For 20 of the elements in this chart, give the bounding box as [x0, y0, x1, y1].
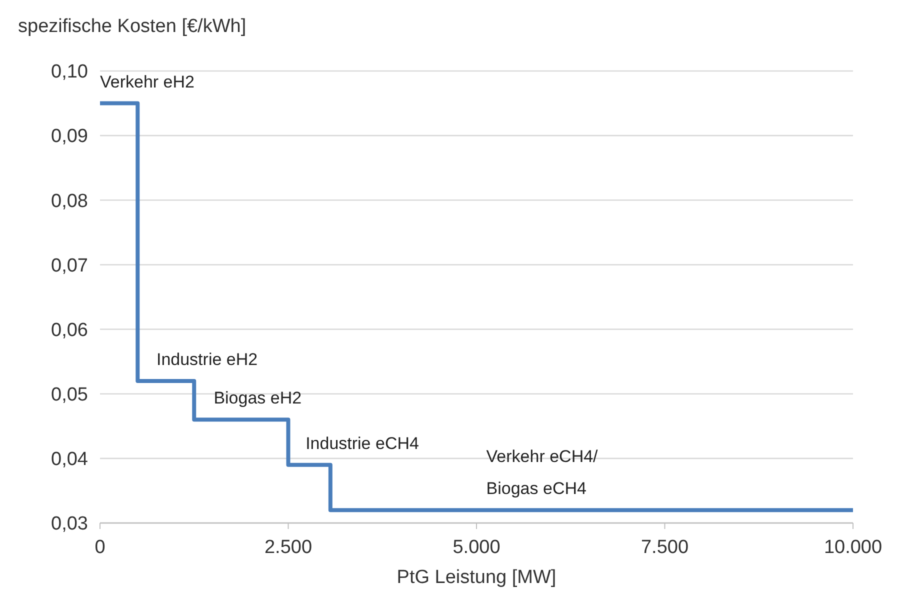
annotation: Verkehr eH2: [100, 72, 194, 92]
x-axis-title: PtG Leistung [MW]: [396, 567, 556, 588]
annotation: Biogas eH2: [214, 388, 302, 408]
x-tick-label: 7.500: [640, 537, 689, 558]
annotation: Verkehr eCH4/ Biogas eCH4: [486, 447, 598, 498]
x-tick-label: 0: [94, 537, 106, 558]
x-tick-label: 5.000: [452, 537, 500, 558]
y-tick-label: 0,06: [51, 320, 88, 341]
y-tick-label: 0,05: [51, 384, 88, 406]
y-tick-label: 0,10: [51, 62, 88, 83]
y-tick-label: 0,09: [51, 126, 88, 148]
x-tick-label: 2.500: [264, 537, 312, 558]
y-axis-title: spezifische Kosten [€/kWh]: [18, 16, 246, 37]
annotation: Industrie eCH4: [306, 434, 419, 453]
annotation: Industrie eH2: [156, 350, 258, 369]
y-tick-label: 0,08: [51, 190, 88, 212]
y-tick-label: 0,07: [51, 255, 88, 276]
x-tick-label: 10.000: [824, 537, 882, 558]
y-tick-label: 0,03: [51, 514, 88, 535]
y-tick-label: 0,04: [51, 449, 88, 470]
